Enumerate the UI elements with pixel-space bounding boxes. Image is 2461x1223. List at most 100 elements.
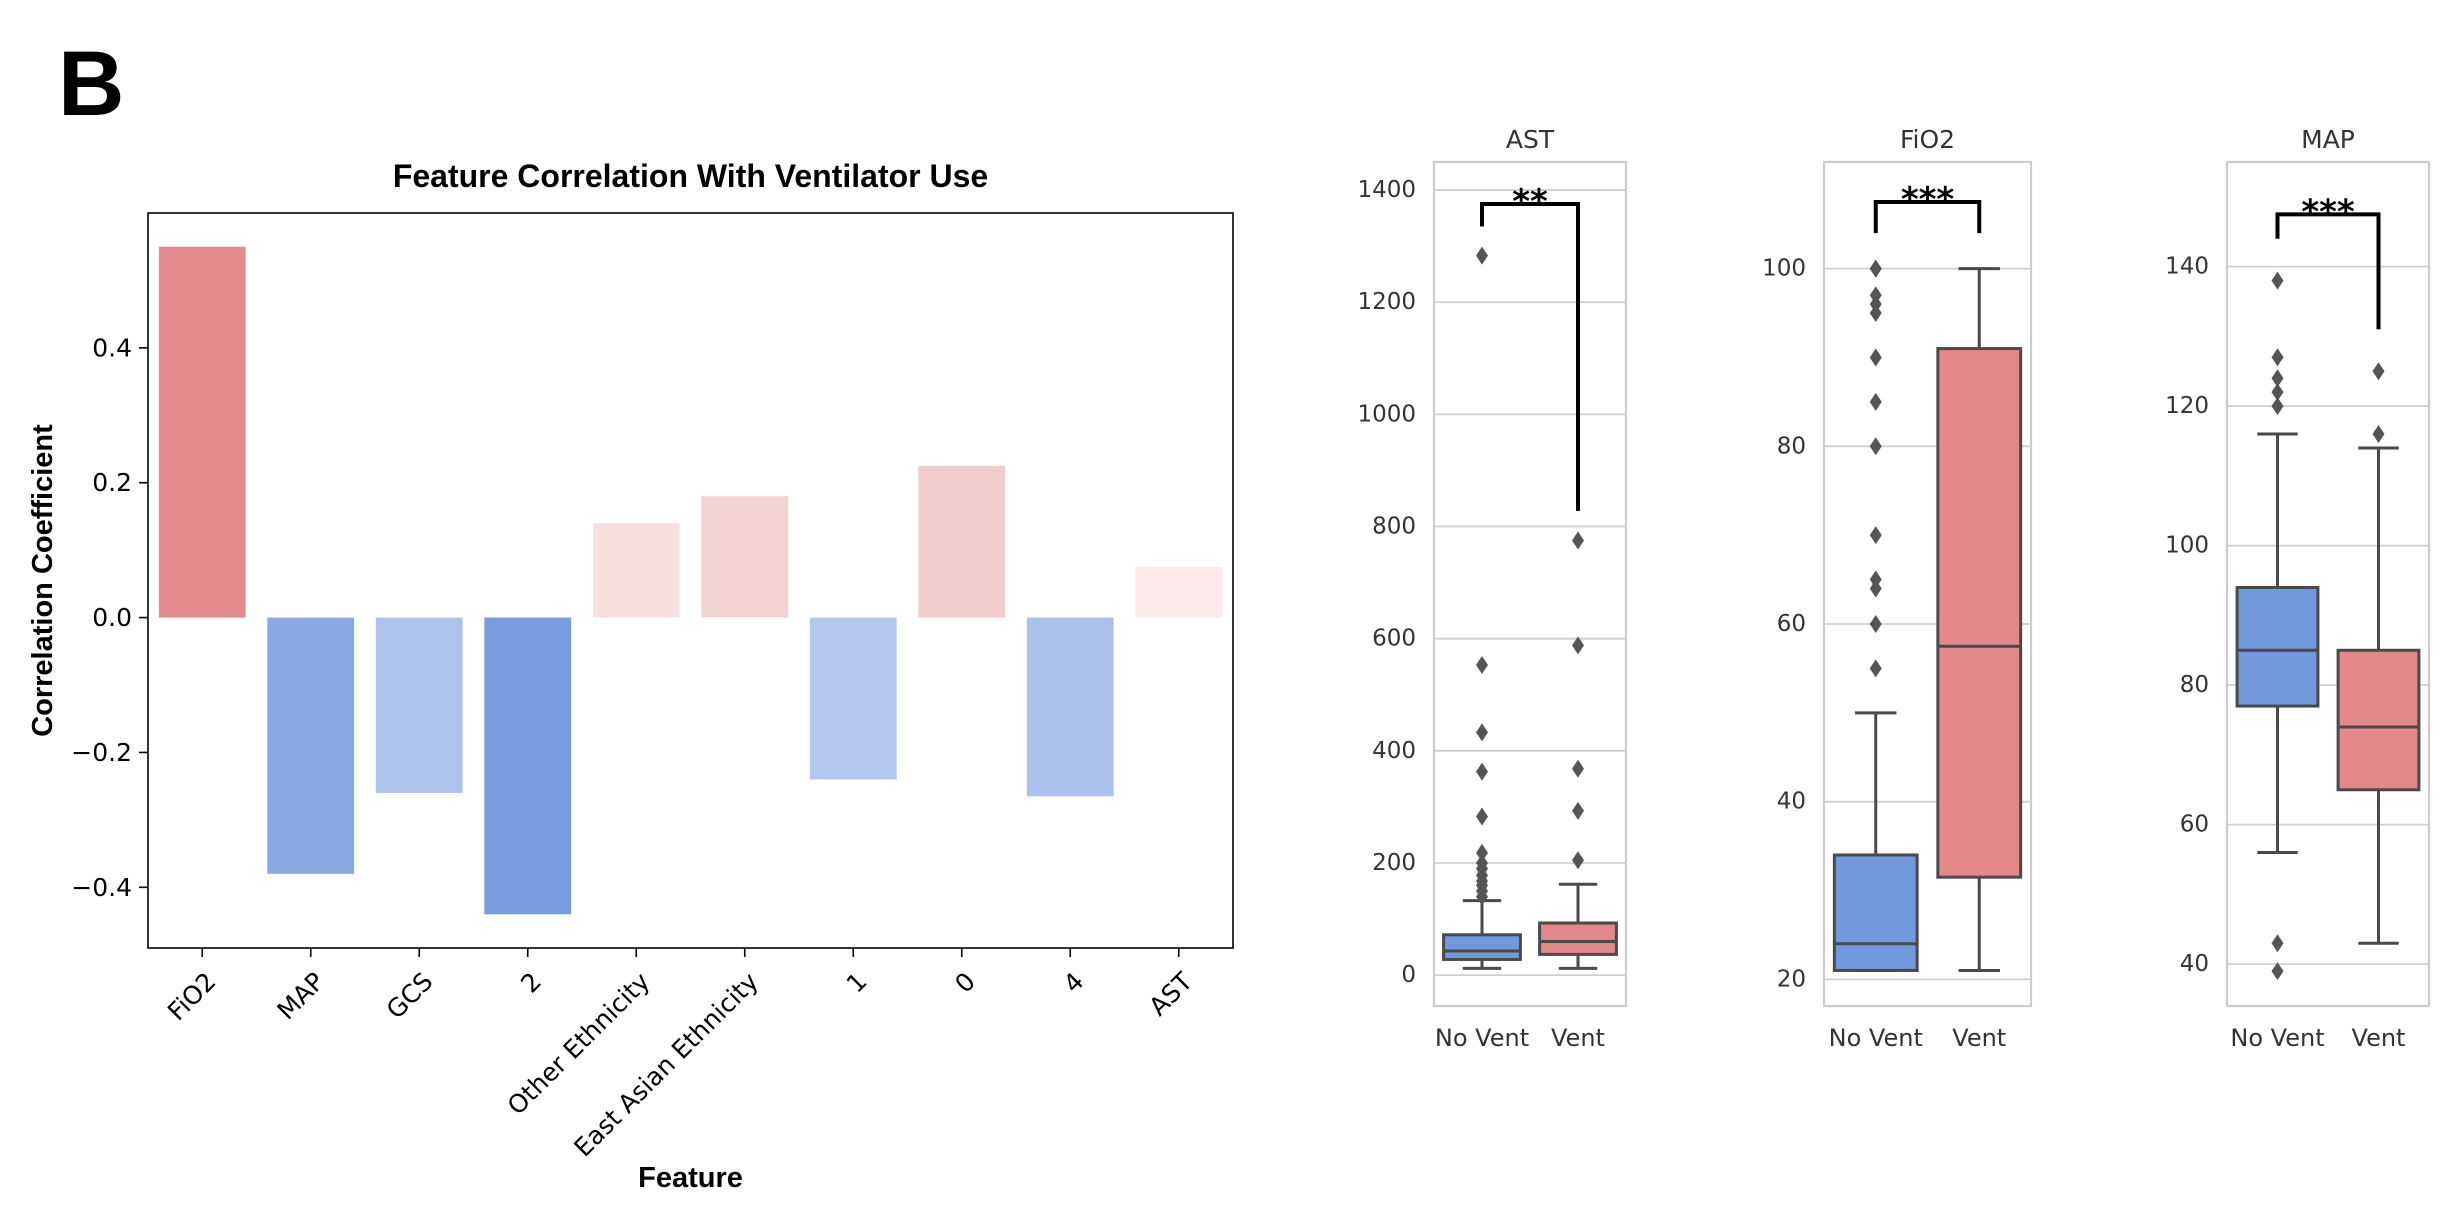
boxplot-ast: 0 200 400 600 800 1000 1200 1400 AST No Vent Vent *…	[1357, 125, 1628, 1052]
x-tick-label: 2	[515, 967, 547, 999]
x-tick-label: Vent	[1551, 1024, 1605, 1052]
y-tick-label: 140	[2165, 254, 2209, 280]
bar-4	[1026, 617, 1114, 797]
x-tick-label: 4	[1058, 967, 1090, 999]
subplot-title: MAP	[2301, 125, 2355, 154]
outlier-vent	[1572, 851, 1584, 870]
significance-label: ***	[1901, 180, 1955, 220]
box-vent	[1936, 347, 2023, 879]
outlier-no-vent	[1476, 853, 1488, 872]
x-tick-label: GCS	[381, 967, 439, 1025]
outlier-no-vent	[1869, 570, 1882, 589]
outlier-no-vent	[1869, 259, 1882, 278]
bar-other-ethnicity	[592, 523, 680, 618]
outlier-no-vent	[2271, 369, 2284, 388]
outlier-no-vent	[1869, 348, 1882, 367]
outlier-vent	[1572, 801, 1584, 820]
y-tick-label: 1200	[1357, 289, 1416, 315]
outlier-no-vent	[2271, 383, 2284, 402]
outlier-no-vent	[1869, 286, 1882, 305]
y-tick-label: 200	[1372, 850, 1416, 876]
outlier-no-vent	[2271, 934, 2284, 953]
box-vent	[2336, 648, 2421, 792]
outlier-vent	[2372, 362, 2385, 381]
x-tick-label: 1	[841, 967, 873, 999]
box-no-vent	[1832, 853, 1919, 972]
y-tick-label: 0.0	[92, 603, 132, 632]
outlier-no-vent	[1476, 843, 1488, 862]
x-tick-label: MAP	[271, 967, 330, 1026]
outlier-no-vent	[2271, 962, 2284, 981]
chart-title: Feature Correlation With Ventilator Use	[393, 158, 988, 194]
y-tick-label: 1000	[1357, 401, 1416, 427]
outlier-no-vent	[1869, 392, 1882, 411]
outlier-vent	[1572, 636, 1584, 655]
y-tick-label: 400	[1372, 738, 1416, 764]
outlier-no-vent	[1869, 437, 1882, 456]
plot-frame	[1822, 160, 2033, 1008]
bar-0	[918, 465, 1006, 618]
significance-label: ***	[2301, 192, 2355, 232]
y-tick-label: 40	[2180, 951, 2209, 977]
y-tick-label: 40	[1777, 789, 1806, 815]
bar-2	[484, 617, 572, 915]
plot-frame	[147, 212, 1234, 949]
y-tick-label: 100	[2165, 533, 2209, 559]
x-tick-label: 0	[949, 967, 981, 999]
outlier-no-vent	[1869, 526, 1882, 545]
x-tick-label: Vent	[2352, 1024, 2406, 1052]
y-tick-label: 80	[1777, 433, 1806, 459]
x-tick-label: East Asian Ethnicity	[568, 967, 764, 1163]
y-tick-label: 0.4	[92, 333, 132, 362]
outlier-vent	[2372, 425, 2385, 444]
plot-frame	[2225, 160, 2431, 1008]
y-tick-label: 80	[2180, 672, 2209, 698]
boxplot-map: 40 60 80 100 120 140 MAP No Vent Vent ***	[2165, 125, 2431, 1052]
x-axis-label: Feature	[638, 1162, 743, 1194]
subplot-title: FiO2	[1900, 125, 1955, 154]
bar-ast	[1135, 567, 1223, 618]
outlier-no-vent	[2271, 348, 2284, 367]
y-tick-label: 0.2	[92, 468, 132, 497]
y-axis-label: Correlation Coefficient	[27, 424, 59, 737]
x-tick-label: AST	[1143, 966, 1198, 1021]
box-vent	[1538, 921, 1618, 956]
x-tick-label: Vent	[1952, 1024, 2006, 1052]
bar-1	[809, 617, 897, 780]
panel-label: B	[58, 33, 125, 135]
outlier-vent	[1572, 531, 1584, 550]
y-tick-label: 1400	[1357, 177, 1416, 203]
y-tick-label: 800	[1372, 514, 1416, 540]
y-tick-label: 0	[1401, 962, 1416, 988]
outlier-no-vent	[1476, 762, 1488, 781]
significance-bracket	[1480, 202, 1580, 511]
significance-bracket	[2275, 212, 2381, 330]
y-tick-label: −0.2	[71, 738, 132, 767]
outlier-no-vent	[1869, 659, 1882, 678]
y-tick-label: 20	[1777, 966, 1806, 992]
x-tick-label: No Vent	[1435, 1024, 1529, 1052]
outlier-vent	[1572, 759, 1584, 778]
box-no-vent	[2235, 585, 2320, 708]
bar-fio2	[158, 246, 246, 618]
plot-frame	[1432, 160, 1628, 1008]
bar-map	[267, 617, 355, 874]
outlier-no-vent	[1476, 246, 1488, 265]
bar-east-asian-ethnicity	[701, 496, 789, 618]
x-tick-label: No Vent	[2230, 1024, 2324, 1052]
outlier-no-vent	[2271, 397, 2284, 416]
outlier-no-vent	[1476, 807, 1488, 826]
outlier-no-vent	[1869, 614, 1882, 633]
subplot-title: AST	[1506, 125, 1555, 154]
y-tick-label: 600	[1372, 626, 1416, 652]
boxplot-fio2: 20 40 60 80 100 FiO2 No Vent Vent ***	[1762, 125, 2033, 1052]
outlier-no-vent	[1476, 656, 1488, 675]
y-tick-label: 60	[1777, 611, 1806, 637]
y-tick-label: −0.4	[71, 873, 132, 902]
significance-bracket	[1873, 199, 1982, 234]
bar-gcs	[375, 617, 463, 793]
x-tick-label: No Vent	[1829, 1024, 1923, 1052]
x-tick-label: FiO2	[162, 967, 221, 1026]
